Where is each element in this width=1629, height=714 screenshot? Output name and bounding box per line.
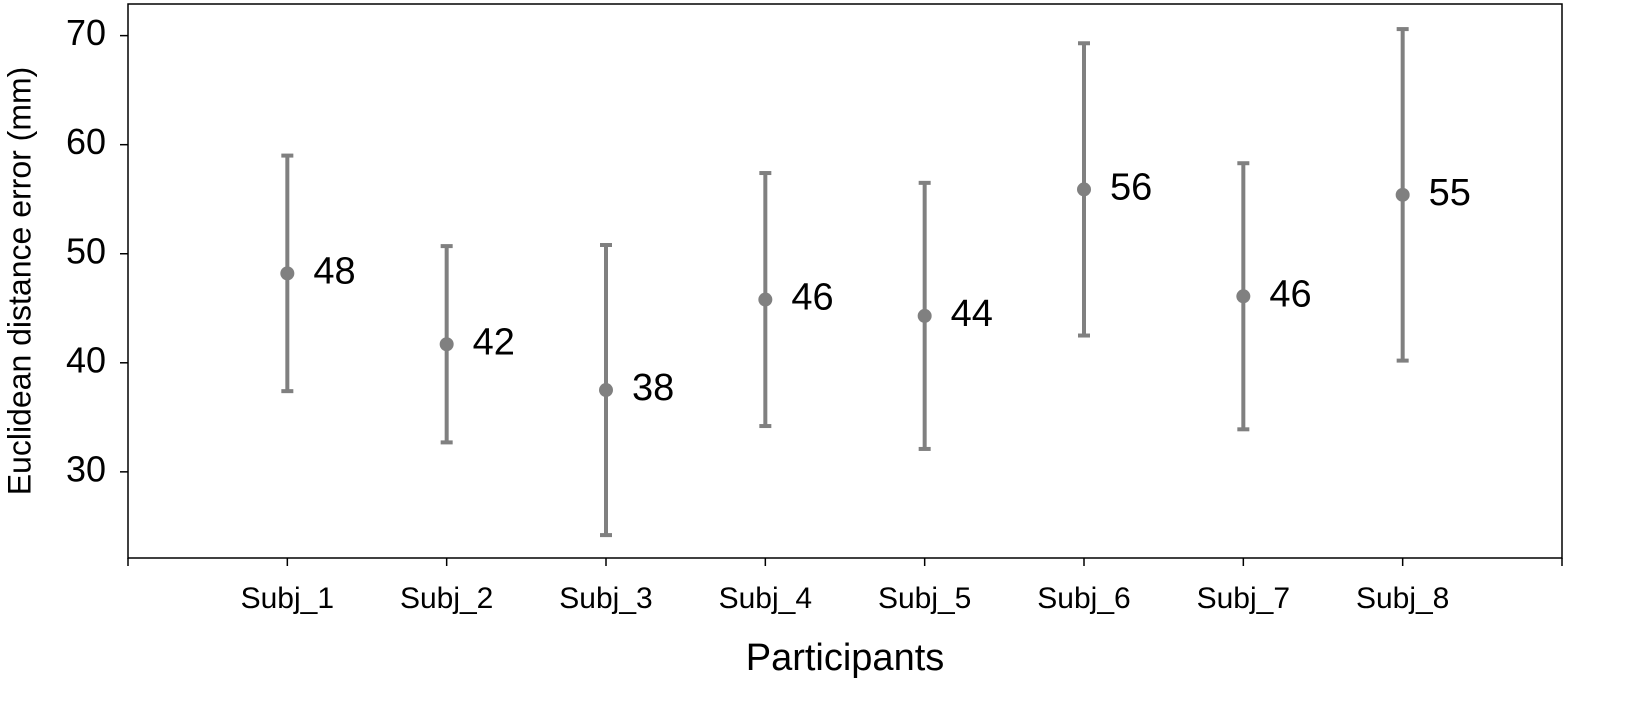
value-label: 46	[1269, 273, 1311, 315]
x-tick-label: Subj_4	[719, 582, 812, 615]
x-tick-label: Subj_2	[400, 582, 493, 615]
plot-frame	[127, 3, 1563, 559]
y-tick-label: 50	[66, 230, 106, 271]
y-tick-label: 60	[66, 121, 106, 162]
x-tick-label: Subj_8	[1356, 582, 1449, 615]
value-label: 56	[1110, 166, 1152, 208]
y-axis-title: Euclidean distance error (mm)	[1, 67, 37, 496]
y-tick-label: 30	[66, 448, 106, 489]
point	[1395, 187, 1410, 202]
y-tick-label: 70	[66, 12, 106, 53]
point	[1236, 289, 1251, 304]
x-tick-label: Subj_7	[1197, 582, 1290, 615]
value-label: 55	[1429, 172, 1471, 214]
point	[439, 337, 454, 352]
value-label: 42	[473, 321, 515, 363]
value-label: 48	[313, 250, 355, 292]
value-label: 46	[791, 277, 833, 319]
point	[1077, 182, 1091, 197]
point	[599, 383, 613, 398]
value-label: 38	[632, 367, 674, 409]
point	[758, 292, 773, 307]
x-tick-label: Subj_5	[878, 582, 971, 615]
point	[917, 308, 932, 323]
x-tick-label: Subj_1	[241, 582, 334, 615]
x-tick-label: Subj_3	[559, 582, 652, 615]
x-axis-title: Participants	[746, 637, 945, 679]
y-tick-label: 40	[66, 339, 106, 380]
x-tick-label: Subj_6	[1037, 582, 1130, 615]
value-label: 44	[951, 293, 993, 335]
point	[280, 266, 295, 281]
